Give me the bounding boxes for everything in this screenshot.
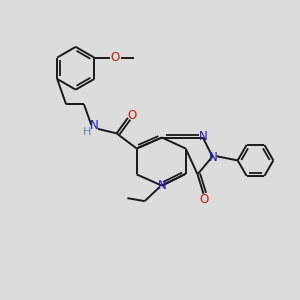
Text: N: N <box>158 179 166 192</box>
Text: H: H <box>82 127 91 136</box>
Text: N: N <box>199 130 208 143</box>
Text: O: O <box>200 193 209 206</box>
Text: N: N <box>208 151 217 164</box>
Text: N: N <box>90 119 99 132</box>
Text: O: O <box>128 109 137 122</box>
Text: O: O <box>110 51 119 64</box>
